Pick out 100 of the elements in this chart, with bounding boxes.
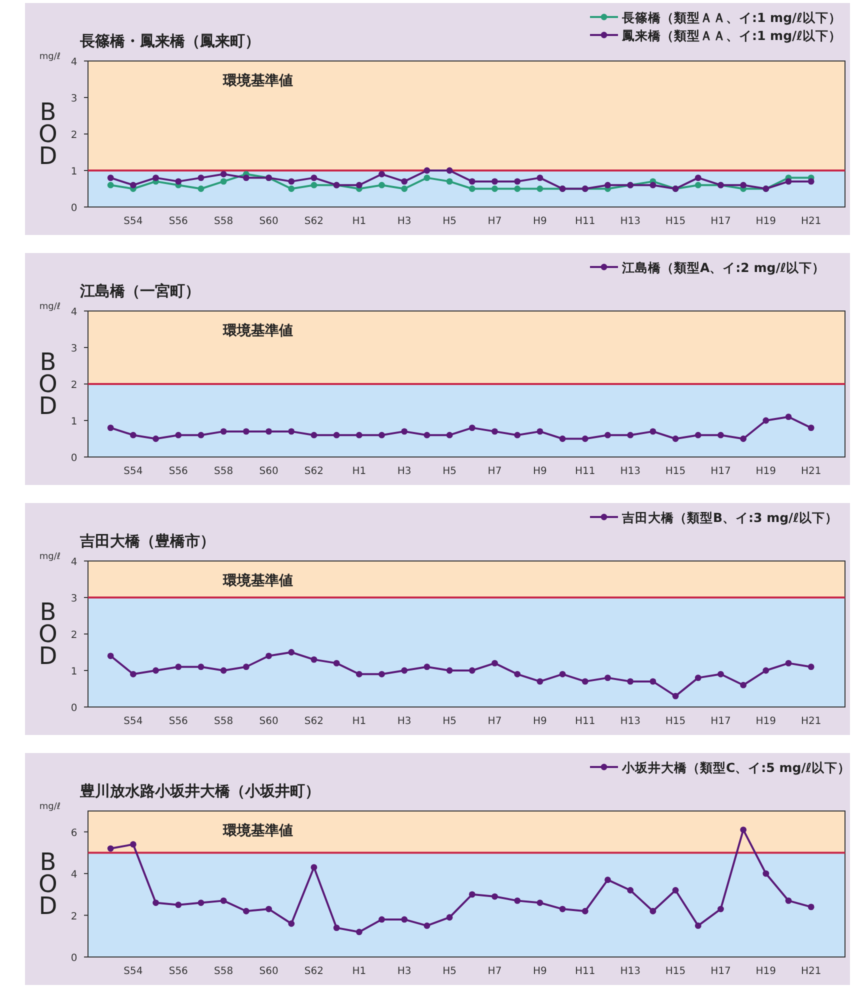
y-tick-label: 0: [70, 953, 78, 964]
point: [152, 174, 159, 181]
point: [152, 900, 159, 906]
x-tick-label: H19: [756, 216, 776, 227]
legend-label: 鳳来橋（類型ＡＡ、イ:1 mg/ℓ以下）: [621, 28, 842, 43]
x-tick-label: H15: [665, 466, 686, 477]
point: [378, 182, 385, 188]
point: [650, 428, 656, 435]
x-tick-label: H5: [442, 716, 456, 727]
band-label: 環境基準値: [222, 822, 293, 839]
point: [468, 178, 476, 185]
x-tick-label: H11: [575, 716, 596, 727]
point: [175, 902, 182, 908]
point: [694, 674, 702, 681]
point: [536, 174, 544, 181]
point: [288, 649, 295, 656]
text: mg/ℓ: [39, 52, 61, 62]
point: [266, 428, 272, 435]
point: [310, 656, 318, 663]
point: [514, 178, 521, 185]
point: [130, 670, 136, 678]
band-label: 環境基準値: [222, 72, 293, 89]
point: [130, 432, 136, 438]
point: [514, 670, 521, 678]
point: [694, 922, 702, 929]
point: [604, 876, 611, 884]
point: [808, 424, 814, 431]
x-tick-label: H9: [532, 966, 547, 977]
point: [604, 432, 611, 438]
point: [536, 678, 544, 685]
x-tick-label: H13: [620, 216, 640, 227]
point: [514, 432, 521, 438]
point: [627, 678, 634, 685]
x-tick-label: S62: [304, 716, 324, 727]
point: [242, 174, 250, 181]
x-tick-label: S60: [259, 966, 278, 977]
point: [310, 174, 318, 181]
point: [694, 174, 702, 181]
y-tick-label: 4: [70, 870, 78, 881]
point: [288, 428, 295, 435]
point: [446, 432, 453, 438]
x-tick-label: H13: [620, 716, 640, 727]
legend-label: 江島橋（類型A、イ:2 mg/ℓ以下）: [621, 260, 826, 275]
x-tick-label: H5: [442, 466, 456, 477]
point: [333, 660, 340, 666]
point: [198, 186, 204, 192]
point: [220, 170, 227, 178]
point: [198, 174, 204, 181]
x-tick-label: H21: [800, 966, 822, 977]
point: [220, 428, 227, 435]
point: [242, 664, 250, 670]
point: [492, 178, 498, 185]
x-tick-label: H13: [620, 466, 640, 477]
point: [424, 432, 430, 438]
point: [446, 667, 453, 674]
point: [401, 916, 408, 923]
y-axis-title: BOD: [38, 348, 58, 420]
text: mg/ℓ: [39, 802, 61, 812]
y-tick-label: 4: [70, 57, 78, 68]
x-tick-label: H5: [442, 216, 456, 227]
point: [220, 178, 227, 185]
point: [559, 670, 566, 678]
x-tick-label: H1: [352, 966, 366, 977]
x-tick-label: H13: [620, 966, 640, 977]
point: [468, 186, 476, 192]
x-tick-label: H15: [665, 216, 686, 227]
point: [468, 424, 476, 431]
point: [536, 428, 544, 435]
y-tick-label: 0: [70, 203, 78, 214]
x-tick-label: H1: [352, 216, 366, 227]
x-tick-label: H9: [532, 716, 547, 727]
point: [650, 182, 656, 188]
x-tick-label: H11: [575, 966, 596, 977]
x-tick-label: H7: [488, 716, 502, 727]
x-tick-label: S56: [168, 216, 188, 227]
point: [762, 667, 770, 674]
x-tick-label: H21: [800, 466, 822, 477]
point: [718, 670, 724, 678]
chart-title: 豊川放水路小坂井大橋（小坂井町）: [79, 782, 320, 800]
point: [446, 914, 453, 921]
y-axis-title: BOD: [38, 98, 58, 170]
point: [808, 664, 814, 670]
y-tick-label: 2: [70, 380, 78, 391]
x-tick-label: H17: [710, 216, 731, 227]
x-tick-label: S56: [168, 966, 188, 977]
chart-title: 長篠橋・鳳来橋（鳳来町）: [79, 32, 260, 50]
legend-label: 長篠橋（類型ＡＡ、イ:1 mg/ℓ以下）: [621, 10, 842, 25]
chart-title: 江島橋（一宮町）: [79, 282, 200, 300]
legend-label: 吉田大橋（類型B、イ:3 mg/ℓ以下）: [621, 510, 838, 525]
point: [740, 436, 747, 442]
point: [446, 167, 453, 174]
x-tick-label: S54: [124, 216, 143, 227]
point: [107, 424, 114, 431]
point: [424, 922, 430, 929]
x-tick-label: H21: [800, 716, 822, 727]
point: [785, 414, 792, 420]
point: [356, 670, 362, 678]
point: [785, 178, 792, 185]
y-tick-label: 1: [70, 416, 78, 428]
point: [492, 660, 498, 666]
